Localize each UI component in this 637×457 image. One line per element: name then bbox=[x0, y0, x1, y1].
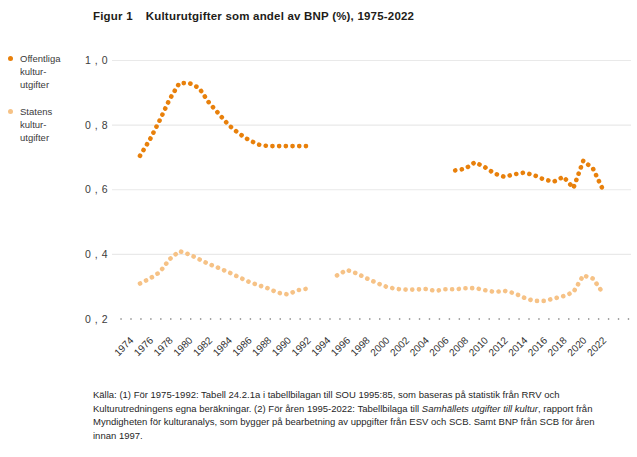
x-tick-label: 1990 bbox=[270, 334, 294, 358]
y-tick-label: 0 , 8 bbox=[85, 119, 108, 131]
x-tick-label: 2010 bbox=[467, 334, 491, 358]
x-tick-label: 2016 bbox=[526, 334, 550, 358]
x-tick-label: 1994 bbox=[309, 334, 333, 358]
x-tick-label: 1974 bbox=[112, 334, 136, 358]
x-tick-label: 2020 bbox=[565, 334, 589, 358]
footnote-italic-text: Samhällets utgifter till kultur bbox=[422, 403, 538, 414]
x-tick-label: 2018 bbox=[545, 334, 569, 358]
x-tick-label: 2004 bbox=[408, 334, 432, 358]
x-tick-label: 2022 bbox=[585, 334, 609, 358]
series-line-offentliga bbox=[140, 83, 307, 156]
source-footnote: Källa: (1) För 1975-1992: Tabell 24.2.1a… bbox=[93, 388, 595, 442]
series-line-statens bbox=[140, 251, 307, 294]
x-tick-label: 1980 bbox=[171, 334, 195, 358]
figure-page: Figur 1Kulturutgifter som andel av BNP (… bbox=[0, 0, 637, 457]
series-line-statens bbox=[337, 270, 603, 301]
x-tick-label: 1996 bbox=[329, 334, 353, 358]
x-tick-label: 1988 bbox=[250, 334, 274, 358]
x-tick-label: 2008 bbox=[447, 334, 471, 358]
x-tick-label: 1978 bbox=[151, 334, 175, 358]
x-tick-label: 1976 bbox=[132, 334, 156, 358]
y-tick-label: 1 , 0 bbox=[85, 54, 108, 66]
x-tick-label: 2000 bbox=[368, 334, 392, 358]
y-tick-label: 0 , 2 bbox=[85, 313, 108, 325]
x-tick-label: 2014 bbox=[506, 334, 530, 358]
x-tick-label: 2006 bbox=[427, 334, 451, 358]
x-tick-label: 1992 bbox=[289, 334, 313, 358]
x-tick-label: 2012 bbox=[486, 334, 510, 358]
x-tick-label: 1986 bbox=[230, 334, 254, 358]
y-tick-label: 0 , 4 bbox=[85, 248, 108, 260]
x-tick-label: 1998 bbox=[348, 334, 372, 358]
x-tick-label: 2002 bbox=[388, 334, 412, 358]
series-line-offentliga bbox=[455, 161, 603, 190]
x-tick-label: 1982 bbox=[191, 334, 215, 358]
y-tick-label: 0 , 6 bbox=[85, 183, 108, 195]
x-tick-label: 1984 bbox=[211, 334, 235, 358]
